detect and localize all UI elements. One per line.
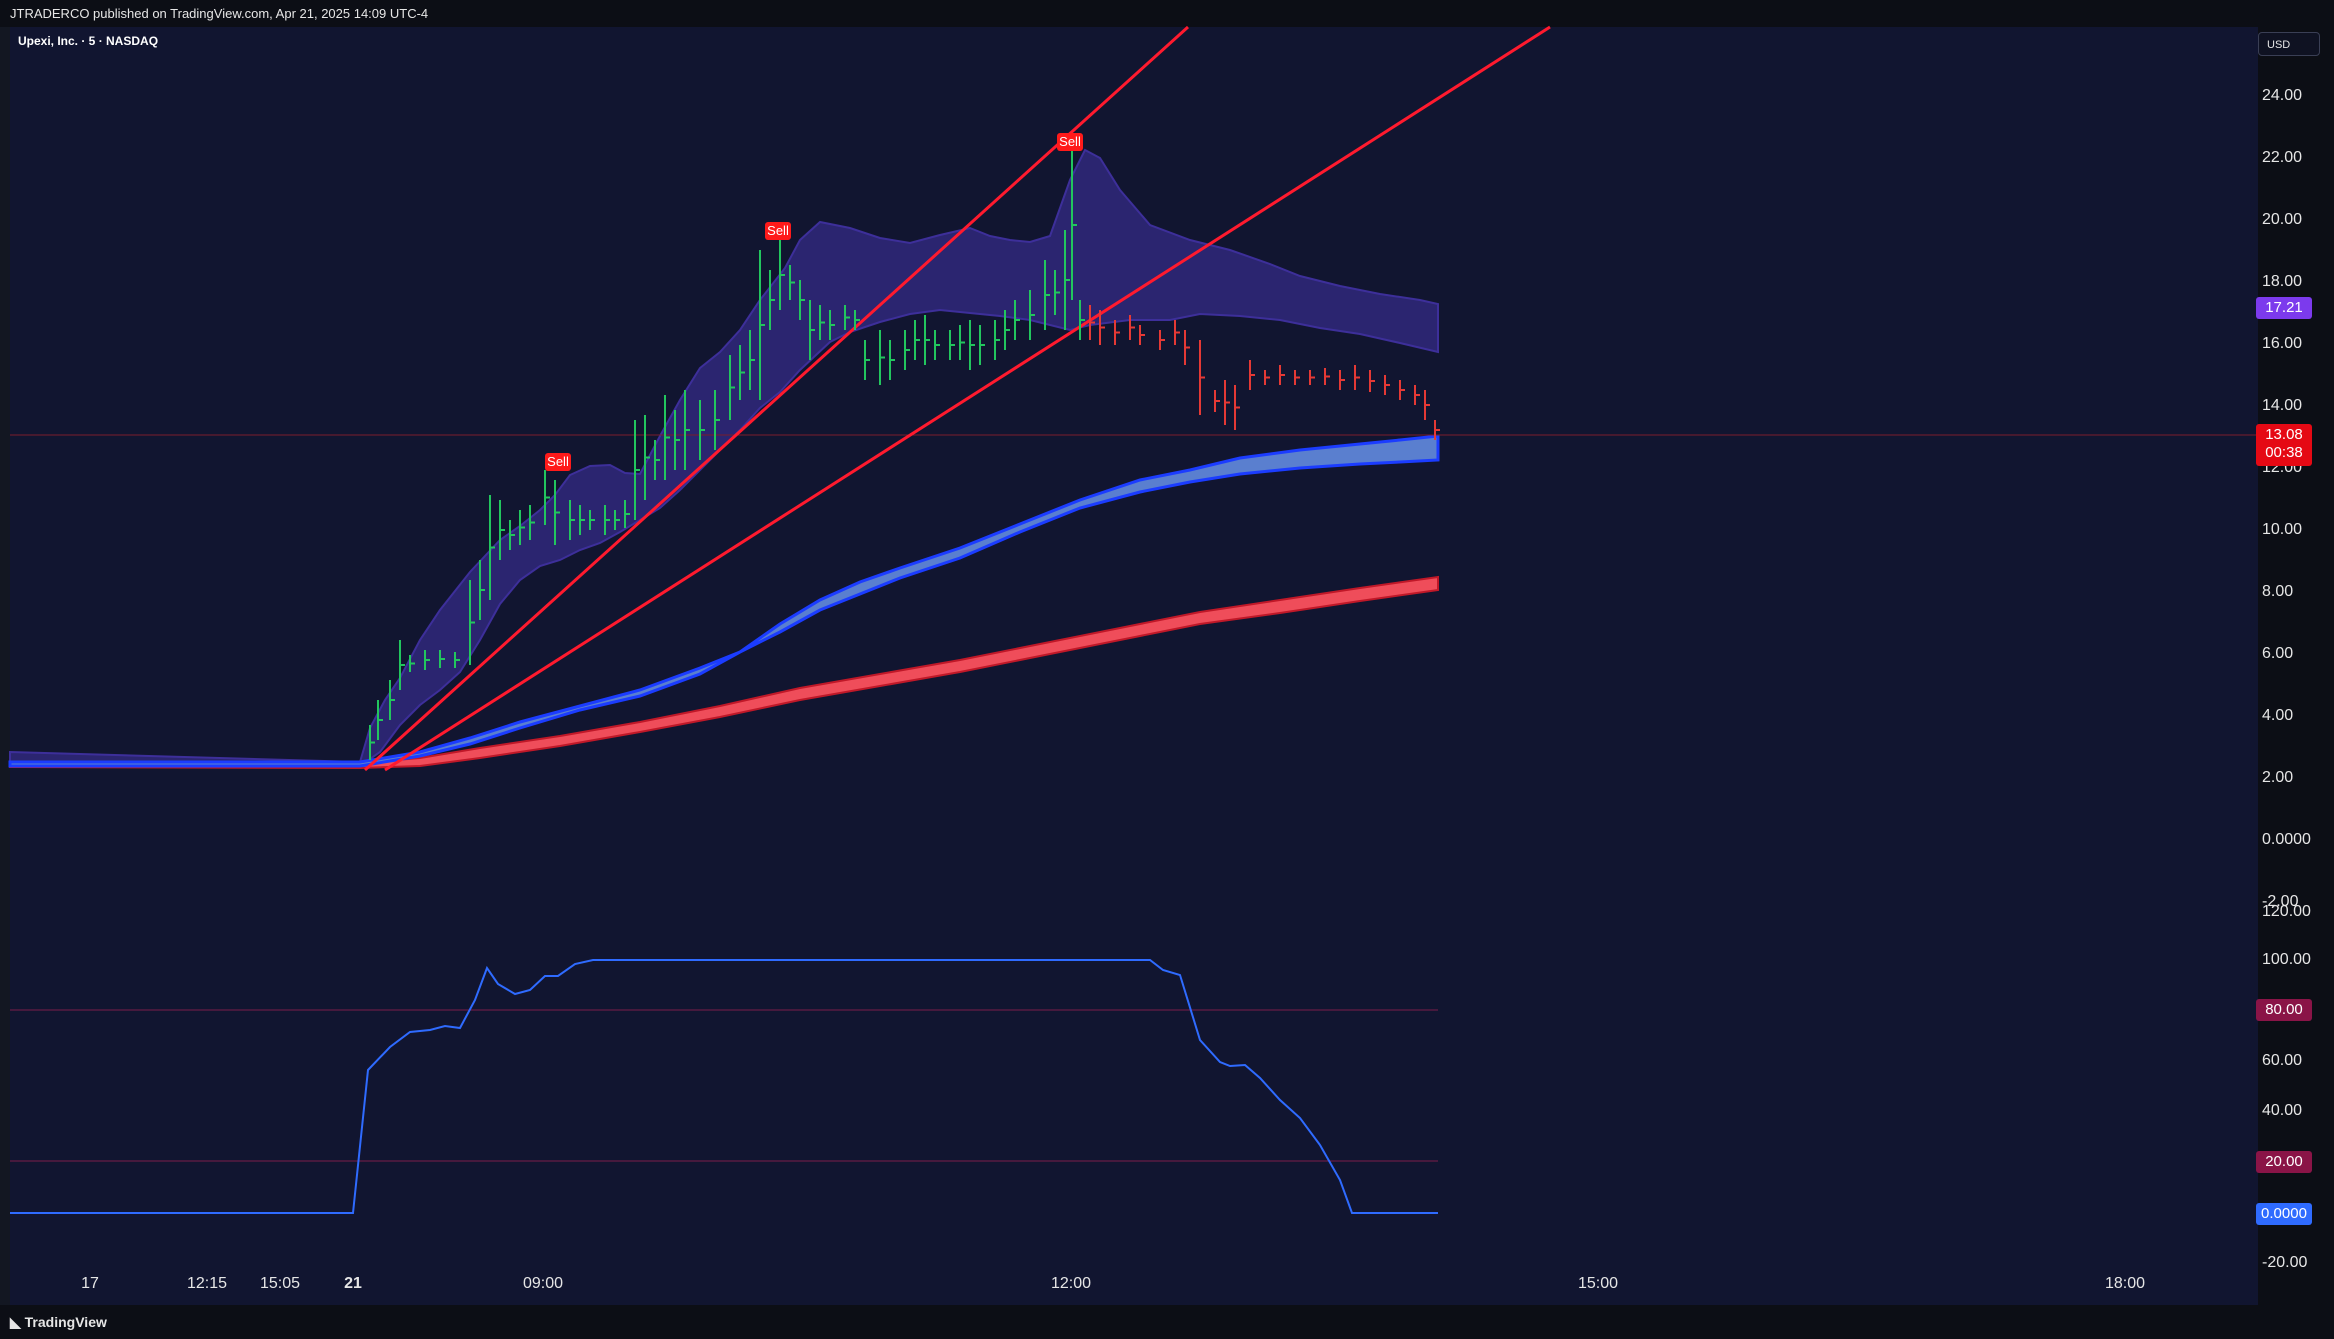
time-tick: 15:00: [1577, 1275, 1619, 1292]
oversold-tag: 20.00: [2256, 1151, 2312, 1173]
sell-signal-3[interactable]: Sell: [1057, 133, 1083, 151]
overbought-tag: 80.00: [2256, 999, 2312, 1021]
sell-signal-2[interactable]: Sell: [765, 222, 791, 240]
sell-label: Sell: [547, 454, 569, 469]
oscillator-line: [10, 959, 1438, 1214]
price-tick: 10.00: [2262, 521, 2303, 538]
time-tick: 15:05: [259, 1275, 301, 1292]
bar-countdown: 00:38: [2265, 444, 2303, 461]
sell-label: Sell: [767, 223, 789, 238]
osc-tick: 120.00: [2262, 903, 2311, 920]
currency-button[interactable]: USD: [2258, 32, 2320, 56]
trendline-steep: [363, 25, 1190, 772]
price-tick: -2.00: [2262, 893, 2299, 910]
price-tick: 4.00: [2262, 707, 2294, 724]
price-tick: 8.00: [2262, 583, 2294, 600]
slow-ma-ribbon: [9, 575, 1439, 770]
price-axis[interactable]: [2258, 27, 2334, 1305]
osc-tick: 40.00: [2262, 1102, 2303, 1119]
osc-tick: 60.00: [2262, 1052, 2303, 1069]
tradingview-logo-icon: ◣: [10, 1314, 25, 1330]
fast-ma-ribbon: [8, 434, 1440, 768]
upper-band-tag: 17.21: [2256, 297, 2312, 319]
symbol-title[interactable]: Upexi, Inc. · 5 · NASDAQ: [18, 34, 159, 48]
time-tick: 17: [81, 1275, 99, 1292]
footer-bar: [0, 1305, 2334, 1339]
brand-name: TradingView: [24, 1314, 107, 1330]
time-tick: 09:00: [522, 1275, 564, 1292]
sell-signal-1[interactable]: Sell: [545, 453, 571, 471]
price-tick: 16.00: [2262, 335, 2303, 352]
price-tick: 2.00: [2262, 769, 2294, 786]
upper-band-area: [9, 148, 1439, 768]
price-tick: 22.00: [2262, 149, 2303, 166]
publish-bar: JTRADERCO published on TradingView.com, …: [0, 0, 2334, 27]
price-tick: 18.00: [2262, 273, 2303, 290]
osc-tick: 100.00: [2262, 951, 2311, 968]
time-tick: 18:00: [2104, 1275, 2146, 1292]
trendline-shallow: [384, 25, 1551, 772]
price-bars: [369, 150, 1440, 760]
tradingview-logo[interactable]: ◣ TradingView: [10, 1314, 107, 1331]
price-tick: 24.00: [2262, 87, 2303, 104]
time-tick: 12:15: [186, 1275, 228, 1292]
price-tick: 6.00: [2262, 645, 2294, 662]
last-price-value: 13.08: [2265, 426, 2303, 443]
price-tick: 0.0000: [2262, 831, 2311, 848]
osc-tick: -20.00: [2262, 1254, 2308, 1271]
sell-label: Sell: [1059, 134, 1081, 149]
time-tick: 12:00: [1050, 1275, 1092, 1292]
time-tick: 21: [344, 1275, 362, 1292]
last-price-tag: 13.08 00:38: [2256, 424, 2312, 466]
price-tick: 20.00: [2262, 211, 2303, 228]
price-tick: 14.00: [2262, 397, 2303, 414]
oscillator-current-tag: 0.0000: [2256, 1203, 2312, 1225]
